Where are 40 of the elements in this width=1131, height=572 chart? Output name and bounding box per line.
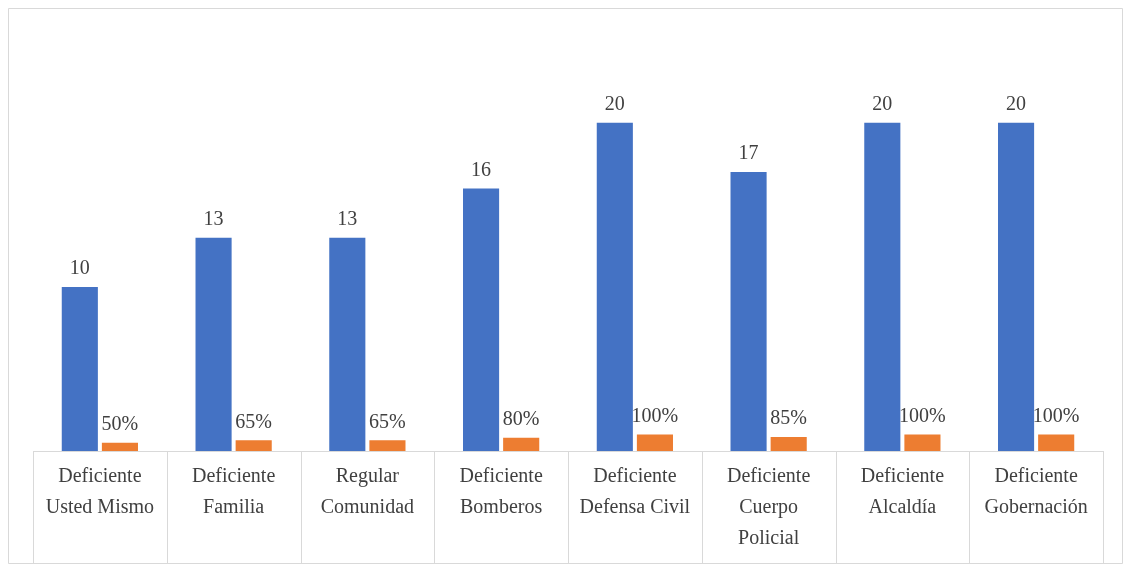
bar bbox=[463, 188, 500, 451]
bar bbox=[235, 440, 272, 451]
data-label: 10 bbox=[69, 256, 90, 279]
data-label: 85% bbox=[770, 406, 808, 429]
data-label: 13 bbox=[337, 206, 358, 229]
bar bbox=[730, 172, 767, 451]
bar bbox=[636, 434, 673, 451]
data-label: 100% bbox=[899, 403, 946, 426]
x-tick-label: Deficiente Defensa Civil bbox=[579, 463, 691, 517]
data-label: 50% bbox=[101, 412, 139, 435]
bar bbox=[101, 442, 138, 451]
data-label: 100% bbox=[631, 403, 679, 426]
x-tick-label: Regular Comunidad bbox=[320, 463, 415, 517]
data-label: 20 bbox=[1006, 92, 1027, 115]
x-tick-label: Deficiente Alcaldía bbox=[860, 463, 945, 517]
bar bbox=[998, 122, 1035, 451]
data-label: 17 bbox=[738, 141, 759, 164]
bar bbox=[596, 122, 633, 451]
data-label: 20 bbox=[872, 92, 893, 115]
x-tick-label: Deficiente Usted Mismo bbox=[45, 463, 155, 517]
bar bbox=[503, 437, 540, 451]
data-label: 20 bbox=[604, 92, 625, 115]
bar bbox=[1038, 434, 1075, 451]
bar bbox=[61, 286, 98, 451]
data-label: 65% bbox=[235, 409, 273, 432]
data-label: 13 bbox=[203, 206, 224, 229]
data-label: 65% bbox=[369, 409, 406, 432]
bar bbox=[904, 434, 941, 451]
x-tick-label: Deficiente Bomberos bbox=[459, 463, 543, 517]
x-tick-label: Deficiente Familia bbox=[191, 463, 276, 517]
bar bbox=[195, 237, 232, 451]
data-label: 100% bbox=[1032, 403, 1080, 426]
bar bbox=[329, 237, 366, 451]
bar bbox=[864, 122, 901, 451]
x-tick-label: Deficiente Cuerpo Policial bbox=[726, 463, 811, 548]
bar bbox=[369, 440, 406, 451]
x-tick-label: Deficiente Gobernación bbox=[984, 463, 1088, 517]
data-label: 16 bbox=[471, 157, 492, 180]
bar bbox=[770, 437, 807, 451]
data-label: 80% bbox=[502, 407, 540, 430]
